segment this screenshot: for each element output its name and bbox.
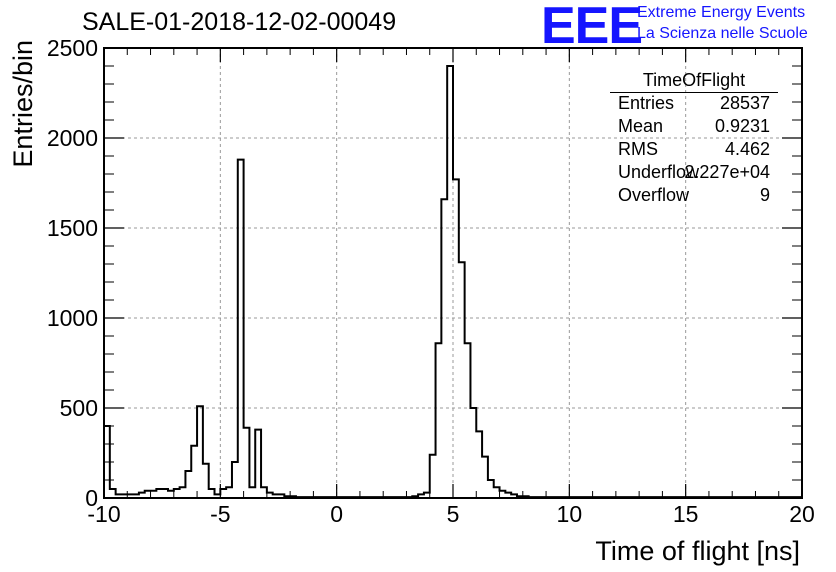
stat-label: RMS xyxy=(618,139,658,159)
stat-value: 9 xyxy=(759,185,770,205)
stat-row-mean: Mean 0.9231 xyxy=(618,116,770,138)
stats-box-divider xyxy=(610,92,778,93)
tick-labels: -10 -5 0 5 10 15 20 0 500 1000 1500 2000 2500 xyxy=(47,35,815,527)
stat-label: Overflow xyxy=(618,185,690,205)
y-tick-label: 1000 xyxy=(47,305,98,331)
stat-value: 2.227e+04 xyxy=(684,162,770,182)
x-tick-label: 10 xyxy=(557,501,583,527)
x-tick-label: -10 xyxy=(87,501,120,527)
x-tick-label: 5 xyxy=(447,501,460,527)
logo-subtitle-1: Extreme Energy Events xyxy=(637,4,806,21)
stat-label: Entries xyxy=(618,93,675,113)
eee-logo: EEE xyxy=(541,0,643,55)
logo-subtitle-2: La Scienza nelle Scuole xyxy=(637,25,808,42)
x-tick-label: 20 xyxy=(789,501,815,527)
y-tick-label: 0 xyxy=(85,485,98,511)
stat-row-overflow: Overflow 9 xyxy=(618,185,770,207)
stat-label: Mean xyxy=(618,116,664,136)
x-axis-label: Time of flight [ns] xyxy=(595,536,800,566)
axis-ticks xyxy=(103,47,803,499)
stat-value: 28537 xyxy=(719,93,770,113)
stat-row-rms: RMS 4.462 xyxy=(618,139,770,161)
stat-row-entries: Entries 28537 xyxy=(618,93,770,115)
y-tick-label: 2500 xyxy=(47,35,98,61)
y-tick-label: 500 xyxy=(60,395,98,421)
y-axis-label: Entries/bin xyxy=(8,40,38,168)
stat-row-underflow: Underflow 2.227e+04 xyxy=(618,162,770,184)
stats-box-title: TimeOfFlight xyxy=(642,70,746,90)
y-tick-label: 2000 xyxy=(47,125,98,151)
stat-value: 0.9231 xyxy=(714,116,770,136)
chart-title: SALE-01-2018-12-02-00049 xyxy=(82,8,397,36)
x-tick-label: -5 xyxy=(210,501,230,527)
x-tick-label: 0 xyxy=(330,501,343,527)
stat-value: 4.462 xyxy=(724,139,770,159)
y-tick-label: 1500 xyxy=(47,215,98,241)
stat-label: Underflow xyxy=(618,162,700,182)
x-tick-label: 15 xyxy=(673,501,699,527)
